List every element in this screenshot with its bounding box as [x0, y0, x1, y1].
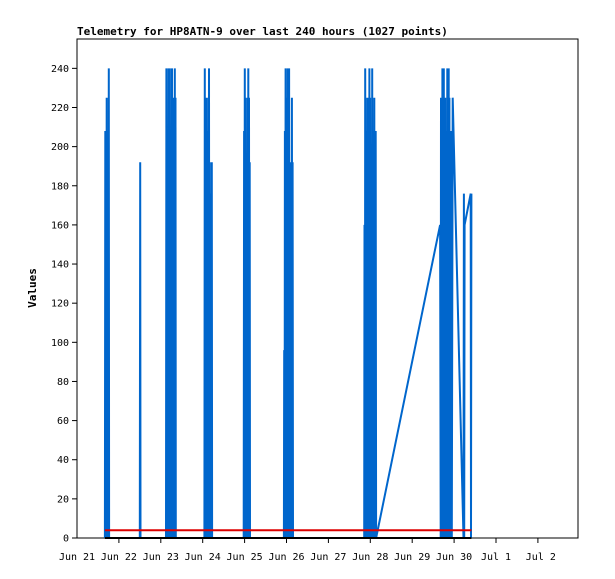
x-tick-label: Jul 1: [481, 552, 511, 563]
x-tick-label: Jun 30: [436, 552, 472, 563]
plot-frame: [76, 38, 579, 539]
x-axis-ticks: Jun 21 Jun 22 Jun 23 Jun 24 Jun 25 Jun 26 Jun …: [59, 538, 556, 563]
y-tick-label: 100: [51, 338, 69, 349]
series-layer: [103, 68, 473, 539]
x-tick-label: Jun 24: [185, 552, 221, 563]
y-tick-label: 120: [51, 299, 69, 310]
x-tick-label: Jun 22: [101, 552, 137, 563]
y-tick-label: 160: [51, 220, 69, 231]
y-tick-label: 240: [51, 64, 69, 75]
y-tick-label: 140: [51, 260, 69, 271]
x-tick-label: Jun 25: [227, 552, 263, 563]
y-axis-ticks: 0 20 40 60 80 100 120 140 160 180 200 220 240: [51, 64, 77, 545]
y-tick-label: 60: [57, 416, 69, 427]
x-tick-label: Jul 2: [526, 552, 556, 563]
y-tick-label: 80: [57, 377, 69, 388]
x-tick-label: Jun 29: [394, 552, 430, 563]
y-tick-label: 0: [63, 534, 69, 545]
x-tick-label: Jun 23: [143, 552, 179, 563]
y-tick-label: 200: [51, 142, 69, 153]
y-tick-label: 180: [51, 181, 69, 192]
y-tick-label: 40: [57, 455, 69, 466]
x-tick-label: Jun 26: [268, 552, 304, 563]
y-axis-label: Values: [26, 268, 39, 308]
y-tick-label: 220: [51, 103, 69, 114]
x-tick-label: Jun 21: [59, 552, 95, 563]
chart-title: Telemetry for HP8ATN-9 over last 240 hou…: [77, 25, 448, 38]
y-tick-label: 20: [57, 494, 69, 505]
x-tick-label: Jun 27: [310, 552, 346, 563]
series-line-0: [103, 68, 473, 539]
x-tick-label: Jun 28: [352, 552, 388, 563]
